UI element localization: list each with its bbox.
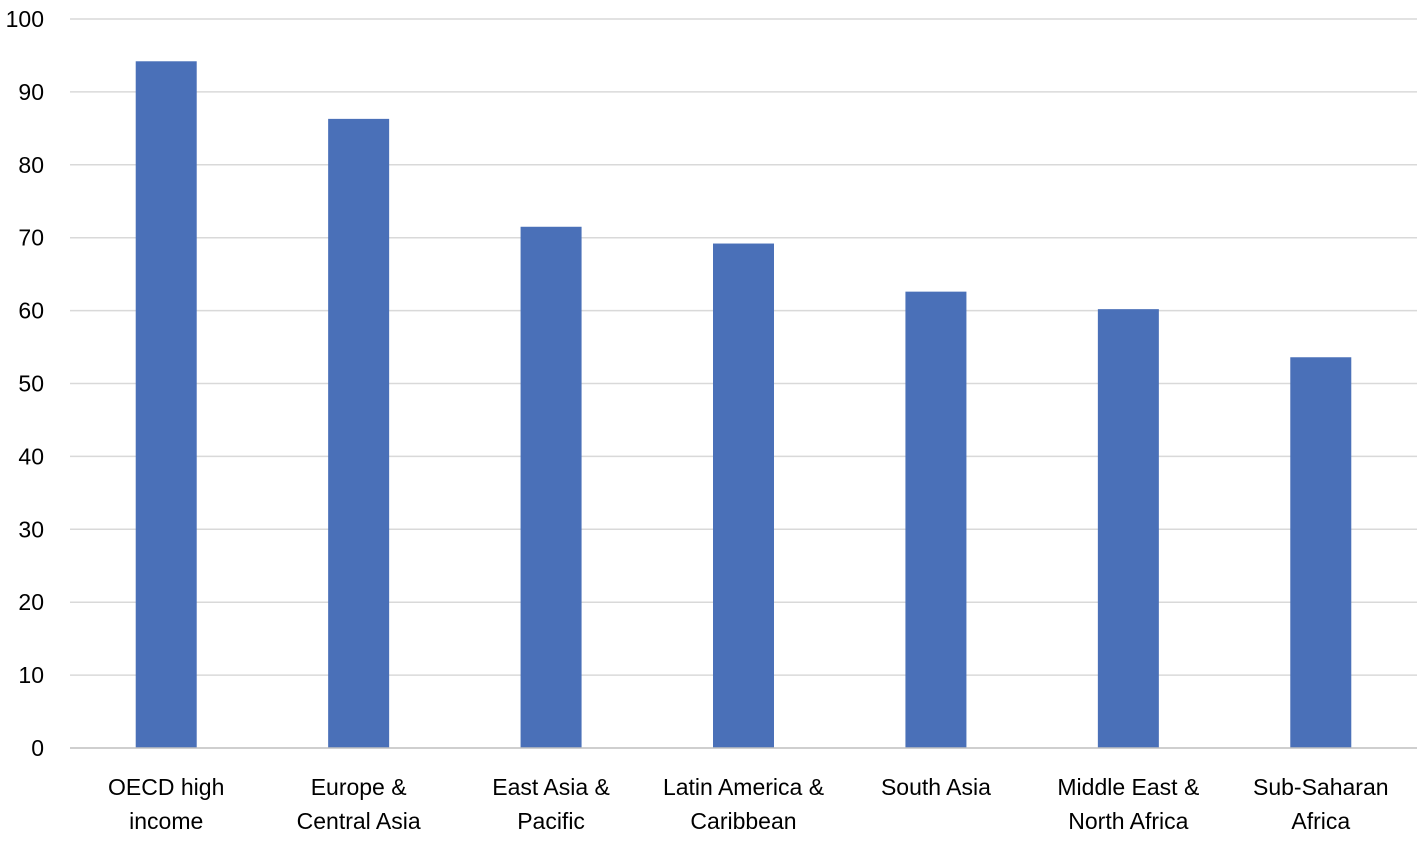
x-category-label-line: Europe & — [311, 774, 407, 800]
bar — [1097, 309, 1159, 748]
x-category-label-line: Pacific — [517, 808, 585, 834]
x-category-label-line: Middle East & — [1057, 774, 1199, 800]
x-category-label: Europe & Central Asia — [297, 774, 421, 834]
bar — [328, 118, 390, 749]
x-category-label: OECD high income — [108, 774, 224, 834]
y-tick-label: 0 — [31, 735, 44, 761]
x-category-label: Middle East & North Africa — [1057, 774, 1199, 834]
x-category-label-line: Latin America & — [663, 774, 824, 800]
bar — [135, 61, 197, 749]
bar — [905, 291, 967, 748]
y-tick-label: 90 — [18, 79, 44, 105]
x-category-label-line: OECD high — [108, 774, 224, 800]
x-category-label-line: Caribbean — [690, 808, 796, 834]
y-tick-label: 80 — [18, 152, 44, 178]
x-axis-category-labels: OECD high income Europe & Central Asia East … — [108, 774, 1389, 834]
x-category-label-line: North Africa — [1068, 808, 1188, 834]
y-tick-label: 50 — [18, 371, 44, 397]
x-category-label-line: East Asia & — [492, 774, 610, 800]
bars — [135, 61, 1352, 749]
bar — [1290, 357, 1352, 748]
y-tick-label: 10 — [18, 662, 44, 688]
x-category-label: East Asia & Pacific — [492, 774, 610, 834]
y-tick-label: 60 — [18, 298, 44, 324]
x-category-label: South Asia — [881, 774, 991, 800]
y-tick-label: 20 — [18, 589, 44, 615]
x-category-label-line: Central Asia — [297, 808, 421, 834]
x-category-label-line: Africa — [1291, 808, 1350, 834]
y-axis-tick-labels: 0 10 20 30 40 50 60 70 80 90 100 — [6, 6, 44, 761]
bar — [713, 243, 774, 749]
y-tick-label: 100 — [6, 6, 44, 32]
bar — [520, 226, 582, 748]
y-tick-label: 40 — [18, 443, 44, 469]
x-category-label-line: income — [129, 808, 203, 834]
y-tick-label: 70 — [18, 225, 44, 251]
x-category-label: Sub-Saharan Africa — [1253, 774, 1389, 834]
x-category-label-line: South Asia — [881, 774, 991, 800]
y-tick-label: 30 — [18, 516, 44, 542]
x-category-label: Latin America & Caribbean — [663, 774, 824, 834]
x-category-label-line: Sub-Saharan — [1253, 774, 1389, 800]
